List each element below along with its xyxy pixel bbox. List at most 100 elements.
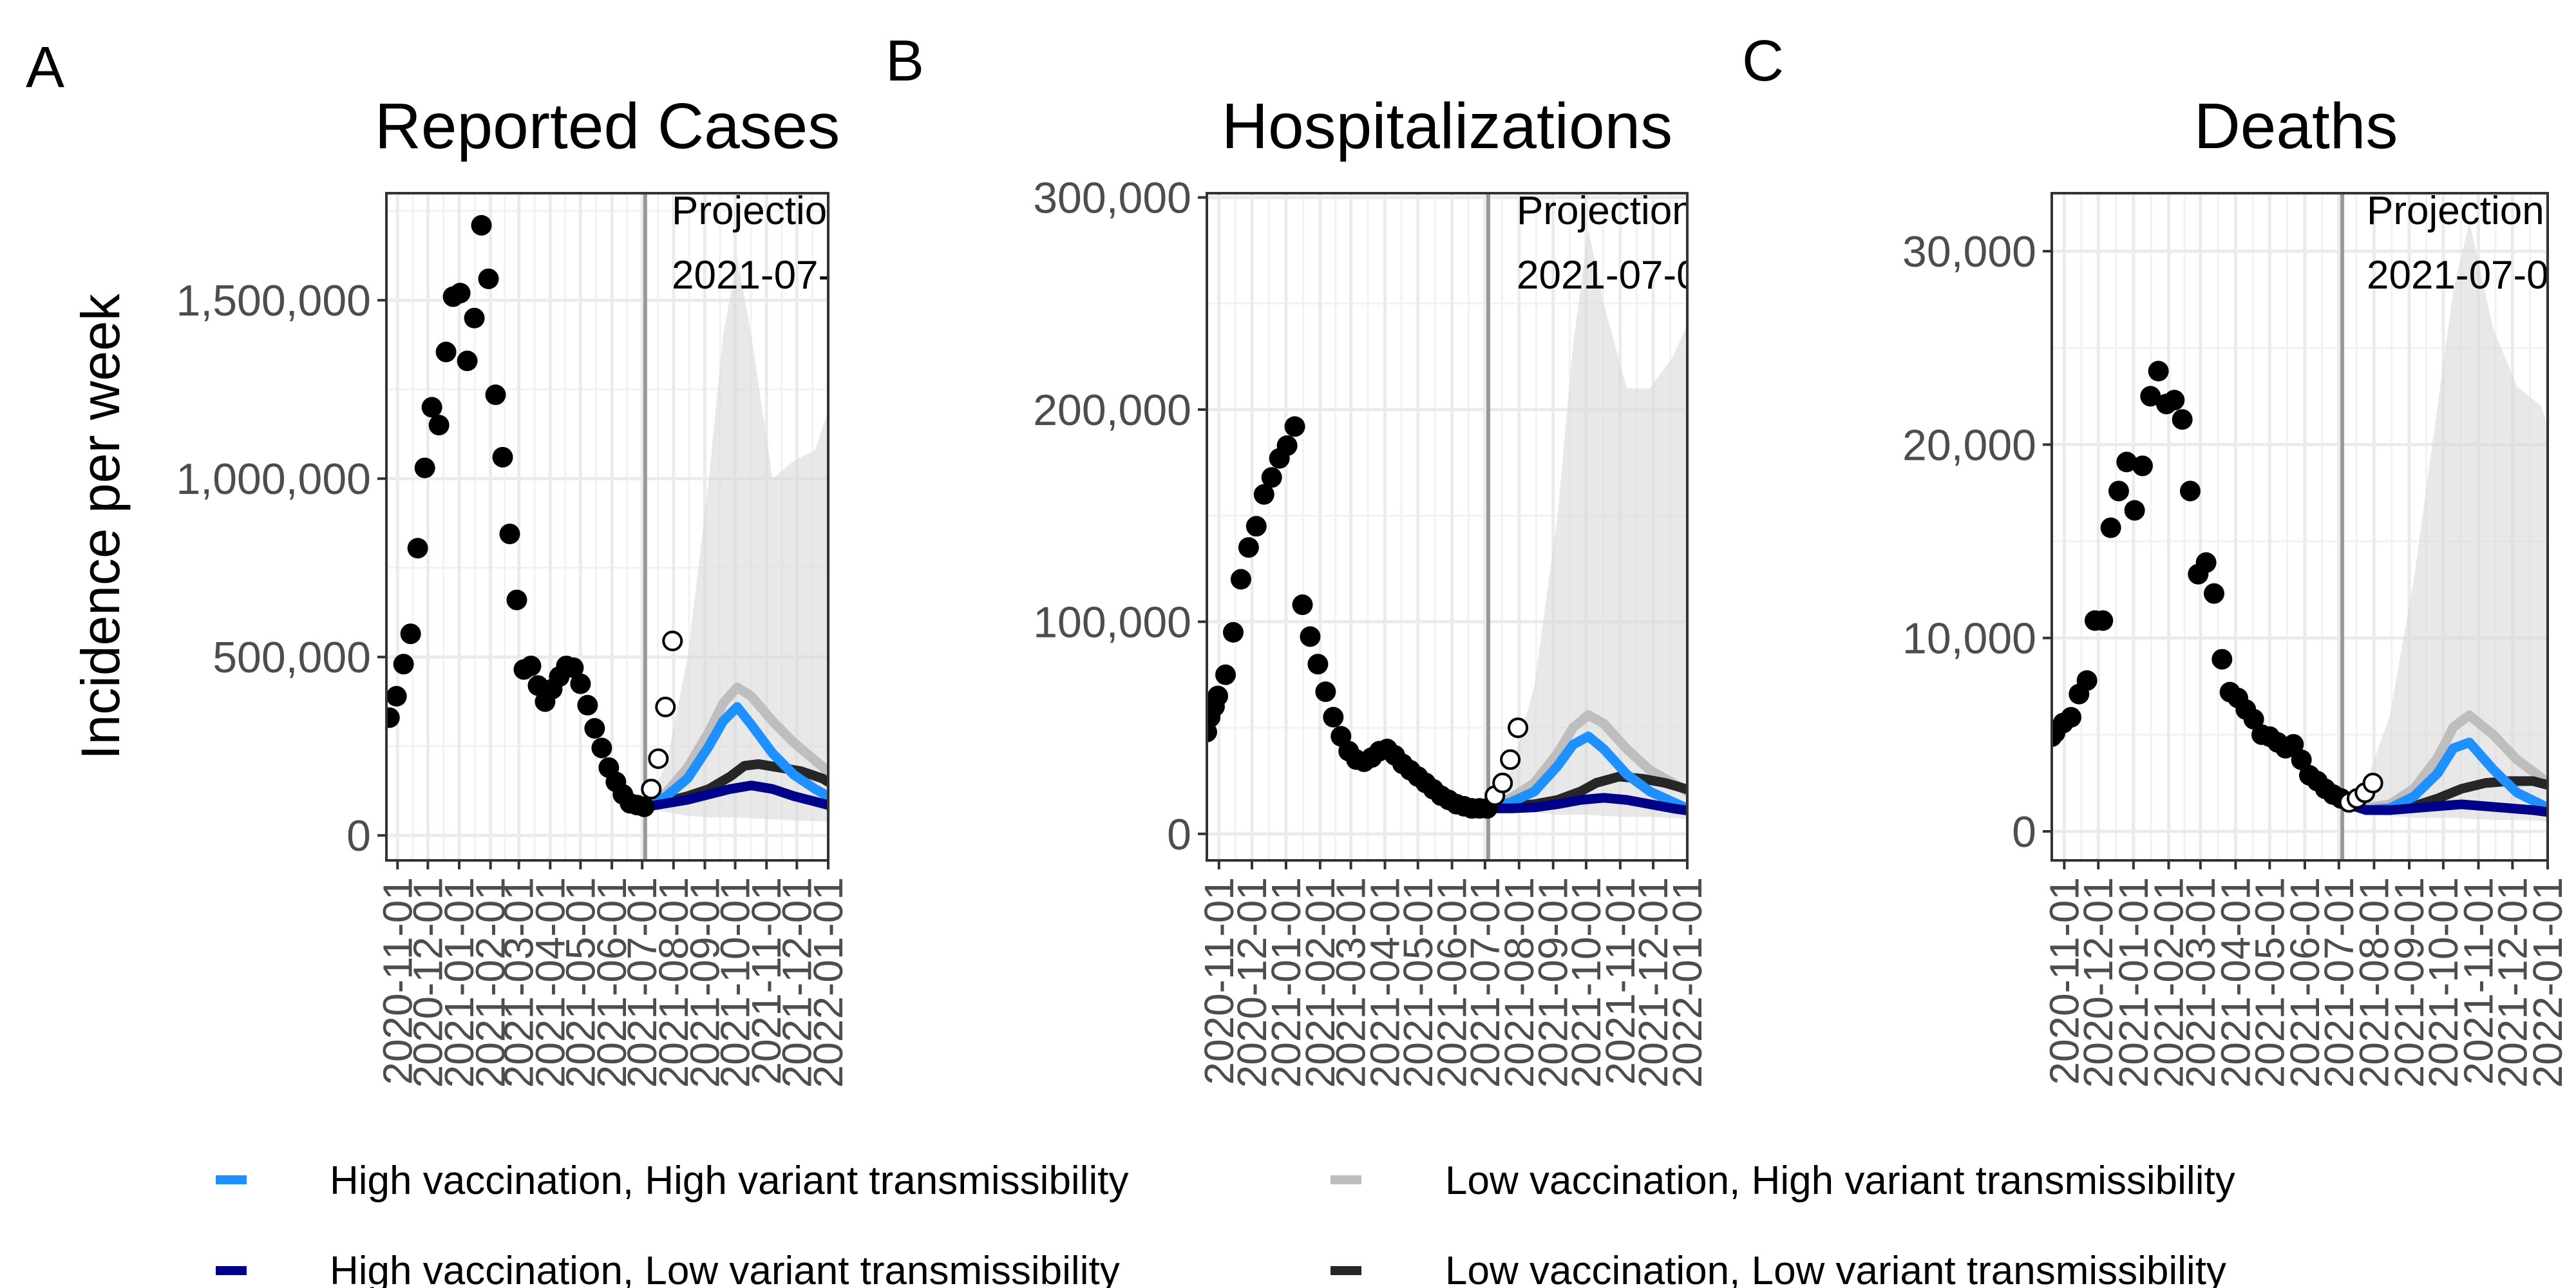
projection-band — [645, 257, 828, 822]
x-tick-label: 2021-08-01 — [2351, 877, 2397, 1088]
scenario-line — [1483, 731, 1687, 813]
x-tick-label: 2021-10-01 — [712, 877, 759, 1088]
y-tick-label: 30,000 — [1902, 227, 2036, 276]
recent-observed-point — [641, 779, 662, 800]
x-axis: 2020-11-012020-12-012021-01-012021-02-01… — [374, 860, 851, 1088]
legend-item-low-vax-high-var: Low vaccination, High variant transmissi… — [1331, 1159, 2235, 1203]
uncertainty-band — [645, 257, 828, 822]
observed-point — [435, 341, 457, 363]
x-tick-label: 2021-09-01 — [681, 877, 728, 1088]
observed-point — [499, 524, 520, 545]
observed-point — [393, 654, 414, 675]
recent-observed-point — [1492, 772, 1513, 793]
panel-title-deaths: Deaths — [2194, 90, 2398, 162]
observed-point — [591, 737, 612, 759]
projection-label: Projection — [1517, 189, 1694, 233]
y-tick-label: 0 — [346, 811, 371, 860]
x-tick-label: 2021-04-01 — [527, 877, 573, 1088]
scenario-line — [640, 682, 828, 812]
legend: High vaccination, High variant transmiss… — [216, 1159, 2235, 1288]
recent-observed-points — [2338, 772, 2383, 813]
panel-cases: Projection 2021-07-04 0 500,000 1,000,000 1… — [176, 189, 851, 1088]
y-tick-label: 1,500,000 — [176, 276, 371, 325]
observed-point — [1230, 569, 1251, 590]
x-tick-label: 2021-12-01 — [2489, 877, 2535, 1088]
y-axis: 0 500,000 1,000,000 1,500,000 — [176, 276, 386, 860]
x-tick-label: 2021-11-01 — [1597, 877, 1643, 1085]
observed-point — [471, 214, 492, 236]
observed-point — [2172, 409, 2193, 430]
observed-points — [1207, 416, 1498, 819]
observed-point — [506, 589, 527, 611]
x-tick-label: 2021-12-01 — [1630, 877, 1676, 1088]
x-tick-label: 2021-12-01 — [773, 877, 820, 1088]
x-tick-label: 2020-12-01 — [404, 877, 451, 1088]
observed-point — [457, 350, 478, 372]
legend-item-low-vax-low-var: Low vaccination, Low variant transmissib… — [1331, 1249, 2226, 1288]
x-tick-label: 2021-03-01 — [496, 877, 542, 1088]
panel-hospitalizations: Projection 2021-07-04 0 100,000 200,000 300… — [1033, 174, 1721, 1088]
x-axis: 2020-11-012020-12-012021-01-012021-02-01… — [1196, 860, 1710, 1088]
legend-item-high-vax-low-var: High vaccination, Low variant transmissi… — [216, 1249, 1120, 1288]
observed-point — [1208, 685, 1229, 706]
y-tick-label: 10,000 — [1902, 614, 2036, 663]
observed-point — [2291, 749, 2312, 770]
scenario-lines — [2337, 710, 2548, 817]
plot-frame — [1206, 192, 1689, 862]
x-tick-label: 2022-01-01 — [805, 877, 851, 1088]
x-tick-label: 2021-04-01 — [1362, 877, 1408, 1088]
observed-point — [2203, 583, 2224, 604]
observed-point — [2116, 451, 2137, 473]
observed-point — [1245, 516, 1267, 537]
x-axis: 2020-11-012020-12-012021-01-012021-02-01… — [2041, 860, 2571, 1088]
panel-title-cases: Reported Cases — [375, 90, 840, 162]
observed-point — [492, 446, 513, 468]
observed-point — [485, 384, 506, 406]
observed-point — [634, 796, 655, 817]
x-tick-label: 2021-02-01 — [468, 877, 514, 1088]
projection-date-label: 2021-07-04 — [2367, 253, 2571, 298]
scenario-line — [1483, 710, 1687, 813]
recent-observed-point — [2362, 772, 2383, 793]
projection-label: Projection — [2367, 189, 2544, 233]
legend-label: High vaccination, Low variant transmissi… — [330, 1249, 1120, 1288]
observed-point — [2283, 734, 2304, 755]
observed-point — [386, 707, 400, 728]
observed-point — [400, 623, 421, 645]
projection-date-label: 2021-07-04 — [1517, 253, 1721, 298]
y-axis: 0 10,000 20,000 30,000 — [1902, 227, 2052, 857]
legend-label: Low vaccination, High variant transmissi… — [1445, 1159, 2235, 1203]
x-tick-label: 2021-01-01 — [436, 877, 482, 1088]
plot-frame — [385, 192, 829, 862]
observed-point — [577, 695, 598, 716]
y-tick-label: 0 — [2012, 808, 2036, 857]
observed-point — [1307, 654, 1329, 675]
observed-point — [563, 657, 584, 678]
x-tick-label: 2021-02-01 — [1297, 877, 1343, 1088]
scenario-lines — [1483, 710, 1687, 816]
recent-observed-points — [1484, 717, 1529, 806]
observed-point — [2179, 480, 2201, 502]
observed-point — [414, 457, 435, 478]
x-tick-label: 2021-05-01 — [1395, 877, 1441, 1088]
y-tick-label: 1,000,000 — [176, 455, 371, 504]
projection-label: Projection — [672, 189, 849, 233]
y-tick-label: 200,000 — [1033, 386, 1191, 435]
observed-point — [2108, 480, 2129, 502]
observed-point — [2060, 706, 2081, 728]
observed-point — [1253, 484, 1274, 505]
observed-point — [1300, 626, 1321, 647]
recent-observed-point — [662, 630, 683, 652]
observed-point — [1284, 416, 1305, 437]
x-tick-label: 2021-10-01 — [2420, 877, 2467, 1088]
x-tick-label: 2021-01-01 — [2110, 877, 2157, 1088]
x-tick-label: 2021-07-01 — [1462, 877, 1508, 1088]
y-tick-label: 100,000 — [1033, 598, 1191, 647]
observed-point — [450, 283, 471, 304]
x-tick-label: 2021-03-01 — [2177, 877, 2224, 1088]
x-tick-label: 2021-02-01 — [2145, 877, 2192, 1088]
observed-point — [407, 538, 428, 559]
x-tick-label: 2022-01-01 — [2524, 877, 2571, 1088]
observed-point — [2243, 708, 2264, 730]
